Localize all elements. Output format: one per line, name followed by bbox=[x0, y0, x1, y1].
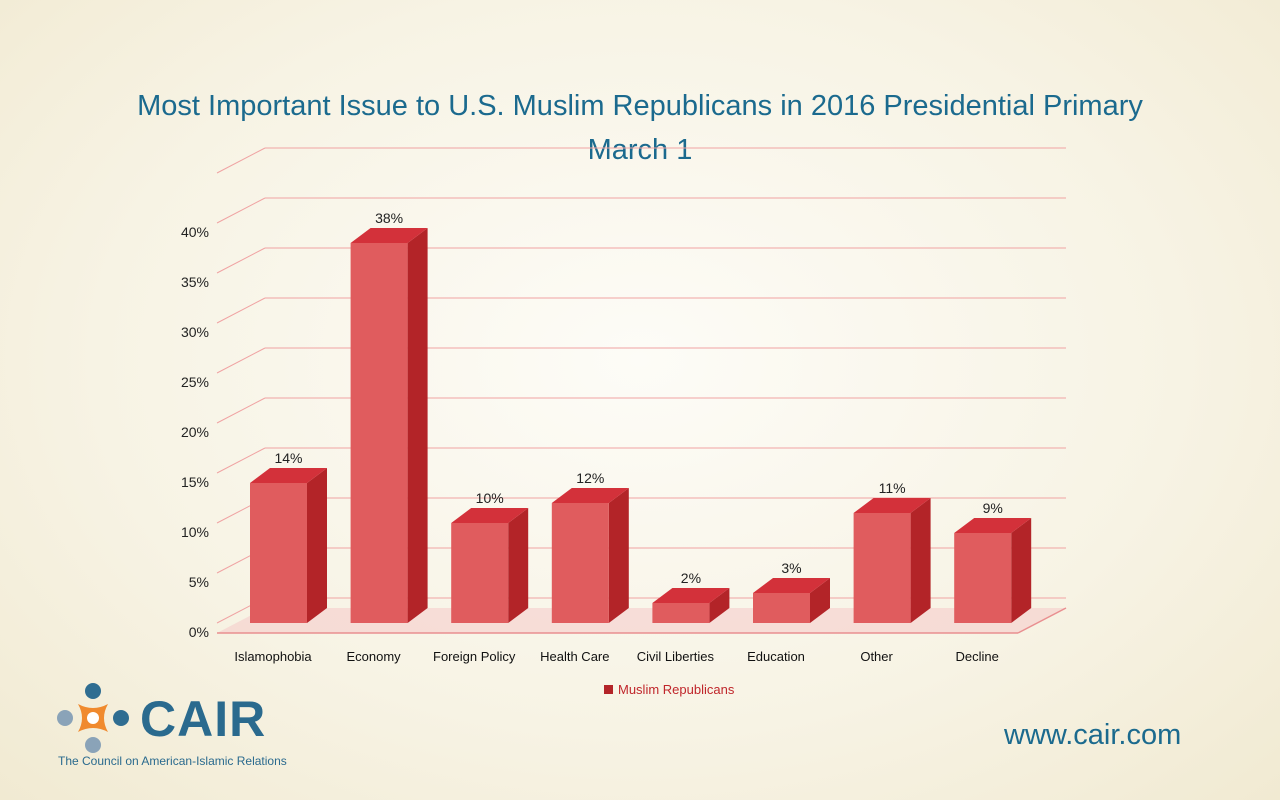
x-tick-label: Other bbox=[860, 649, 893, 664]
legend-label: Muslim Republicans bbox=[618, 682, 735, 697]
bar-front bbox=[551, 503, 609, 623]
y-tick-label: 0% bbox=[189, 624, 209, 640]
x-tick-label: Civil Liberties bbox=[637, 649, 715, 664]
data-label: 11% bbox=[879, 480, 906, 496]
floor-edge bbox=[1017, 607, 1067, 634]
y-tick-label: 35% bbox=[181, 274, 209, 290]
website-link[interactable]: www.cair.com bbox=[1004, 719, 1182, 751]
data-label: 9% bbox=[983, 500, 1003, 516]
data-label: 3% bbox=[781, 560, 801, 576]
bar-top bbox=[753, 578, 830, 593]
chart-title: Most Important Issue to U.S. Muslim Repu… bbox=[0, 84, 1280, 172]
bar-side bbox=[709, 588, 730, 623]
bar-civil-liberties bbox=[652, 588, 730, 623]
cair-brand: CAIR bbox=[140, 691, 267, 747]
bar-front bbox=[451, 523, 509, 623]
y-tick-label: 20% bbox=[181, 424, 209, 440]
bar-top bbox=[652, 588, 730, 603]
bar-top bbox=[250, 468, 327, 483]
legend: Muslim Republicans bbox=[604, 682, 735, 697]
bar-health-care bbox=[551, 488, 629, 623]
bar-top bbox=[954, 518, 1032, 533]
bar-side bbox=[307, 468, 327, 623]
data-label: 10% bbox=[476, 490, 504, 506]
chart-title-line-1: Most Important Issue to U.S. Muslim Repu… bbox=[137, 90, 1143, 122]
bar-side bbox=[508, 508, 529, 623]
cair-logo-icon bbox=[57, 683, 129, 753]
gridline-side bbox=[216, 147, 266, 174]
chart-floor bbox=[217, 608, 1066, 633]
bar-other bbox=[853, 498, 931, 623]
x-tick-label: Islamophobia bbox=[234, 649, 312, 664]
bar-top bbox=[853, 498, 931, 513]
gridline-side bbox=[216, 297, 266, 324]
x-tick-label: Foreign Policy bbox=[433, 649, 516, 664]
bar-side bbox=[407, 228, 428, 623]
bar-foreign-policy bbox=[451, 508, 529, 623]
gridline-side bbox=[216, 347, 266, 374]
y-tick-label: 25% bbox=[181, 374, 209, 390]
bar-front bbox=[350, 243, 408, 623]
bar-top bbox=[350, 228, 428, 243]
data-label: 2% bbox=[681, 570, 701, 586]
gridline-side bbox=[216, 447, 266, 474]
bar-side bbox=[608, 488, 629, 623]
bar-front bbox=[753, 593, 810, 623]
y-tick-label: 5% bbox=[189, 574, 209, 590]
bar-front bbox=[250, 483, 307, 623]
bar-top bbox=[551, 488, 629, 503]
y-tick-label: 40% bbox=[181, 224, 209, 240]
y-tick-label: 10% bbox=[181, 524, 209, 540]
bar-decline bbox=[954, 518, 1032, 623]
x-tick-label: Decline bbox=[956, 649, 999, 664]
y-tick-label: 30% bbox=[181, 324, 209, 340]
bar-top bbox=[451, 508, 529, 523]
data-label: 12% bbox=[576, 470, 604, 486]
gridline-side bbox=[216, 247, 266, 274]
x-tick-label: Economy bbox=[346, 649, 401, 664]
bar-front bbox=[652, 603, 710, 623]
legend-swatch bbox=[604, 685, 613, 694]
bar-islamophobia bbox=[250, 468, 327, 623]
bar-side bbox=[1011, 518, 1032, 623]
y-tick-label: 15% bbox=[181, 474, 209, 490]
data-label: 14% bbox=[274, 450, 302, 466]
bar-economy bbox=[350, 228, 428, 623]
x-tick-label: Health Care bbox=[540, 649, 609, 664]
bar-front bbox=[954, 533, 1012, 623]
data-label: 38% bbox=[375, 210, 403, 226]
gridline-side bbox=[216, 197, 266, 224]
x-tick-label: Education bbox=[747, 649, 805, 664]
gridline-side bbox=[216, 397, 266, 424]
bar-education bbox=[753, 578, 830, 623]
bar-front bbox=[853, 513, 911, 623]
chart-title-line-2: March 1 bbox=[587, 134, 693, 166]
cair-tagline: The Council on American-Islamic Relation… bbox=[58, 754, 287, 768]
bar-side bbox=[910, 498, 931, 623]
